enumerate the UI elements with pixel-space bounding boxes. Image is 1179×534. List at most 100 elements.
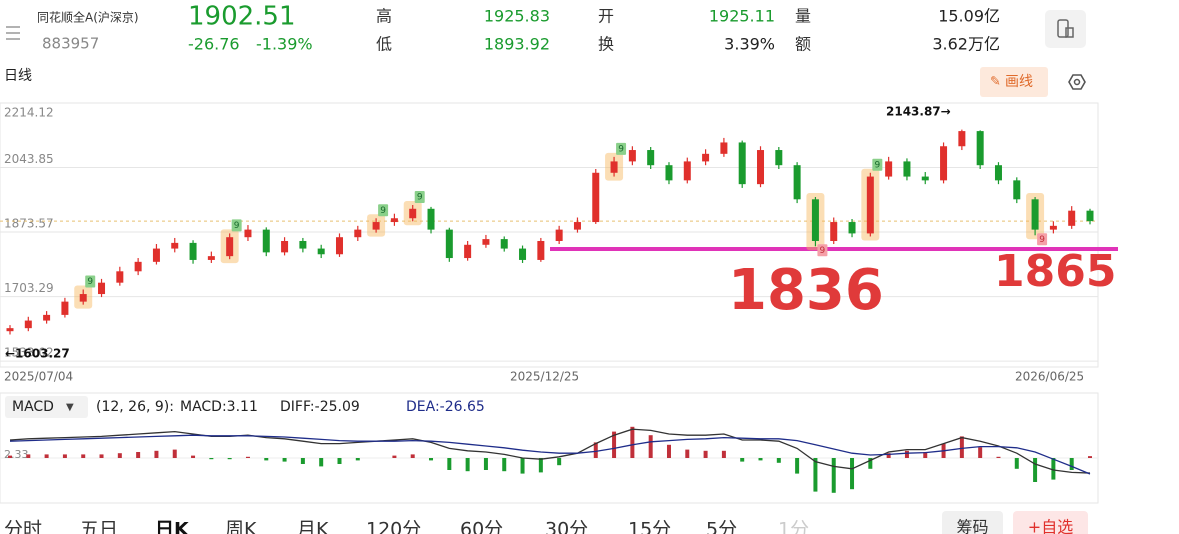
button-bg[interactable] (942, 511, 1003, 534)
draw-button-label: 画线 (1005, 74, 1033, 90)
badge (85, 275, 96, 288)
x-tick-label: 2025/12/25 (510, 370, 579, 384)
candle-body (537, 240, 545, 260)
settings-icon[interactable] (1068, 74, 1086, 90)
tab[interactable]: 周K (225, 519, 257, 534)
badge-label: 9 (417, 192, 423, 202)
candle-body (152, 248, 160, 262)
y-tick-label: 2214.12 (4, 106, 54, 120)
candle-body (464, 244, 472, 259)
badge-label: 9 (380, 206, 386, 216)
candle-body (1086, 210, 1094, 222)
annotation: 1836 (728, 258, 884, 323)
stat-value: 1925.11 (709, 7, 775, 26)
candle-body (171, 242, 179, 249)
stat-label: 量 (795, 7, 811, 26)
candle-body (811, 199, 819, 241)
macd-line (9, 434, 1091, 475)
badge (817, 244, 828, 257)
tab[interactable]: 月K (297, 519, 329, 534)
candle-body (1013, 180, 1021, 200)
candle-body (390, 218, 398, 223)
menu-icon[interactable] (6, 26, 20, 40)
tab[interactable]: 15分 (628, 519, 671, 534)
candle-body (372, 222, 380, 230)
tab[interactable]: 30分 (545, 519, 588, 534)
annotation: 1865 (994, 246, 1116, 297)
button-bg[interactable] (1013, 511, 1088, 534)
tab[interactable]: 1分 (778, 519, 809, 534)
badge-label: 9 (618, 144, 624, 154)
candle-body (244, 229, 252, 238)
candle-body (738, 142, 746, 185)
candle-body (445, 229, 453, 259)
candle-body (720, 142, 728, 154)
badge-label: 9 (874, 160, 880, 170)
layout-button[interactable] (1045, 10, 1086, 48)
svg-text:▼: ▼ (66, 402, 74, 413)
badge (378, 204, 389, 217)
button-label[interactable]: 筹码 (956, 518, 988, 534)
button-label[interactable]: +自选 (1028, 518, 1073, 534)
candle-body (683, 161, 691, 181)
candle-body (976, 131, 984, 166)
macd-readout: DEA:-26.65 (406, 399, 485, 415)
candle-body (335, 237, 343, 255)
tab[interactable]: 60分 (460, 519, 503, 534)
candle-body (592, 172, 600, 223)
badge-label: 9 (820, 246, 826, 256)
tab[interactable]: 5分 (706, 519, 737, 534)
stat-value: 1925.83 (484, 7, 550, 26)
candle-body (134, 261, 142, 272)
candle-body (299, 240, 307, 249)
macd-axis-label: 2.33 (4, 448, 29, 461)
candle-body (757, 150, 765, 185)
candle-body (994, 165, 1002, 181)
candle-body (830, 222, 838, 241)
candle-body (226, 237, 234, 257)
annotation: 2143.87→ (886, 105, 951, 119)
candle-body (482, 239, 490, 245)
candle-body (116, 271, 124, 283)
badge (414, 190, 425, 203)
candle-body (775, 150, 783, 166)
y-tick-label: 1873.57 (4, 217, 54, 231)
stock-name: 同花顺全A(沪深京) (37, 10, 139, 25)
tab[interactable]: 120分 (366, 519, 421, 534)
candle-body (793, 165, 801, 200)
badge-label: 9 (234, 221, 240, 231)
candle-body (848, 222, 856, 234)
macd-line (9, 428, 1091, 474)
svg-text:✎: ✎ (990, 75, 1001, 90)
candle-body (866, 176, 874, 234)
change-pct: -1.39% (256, 35, 313, 54)
candle-body (610, 161, 618, 173)
tab[interactable]: 日K (155, 519, 190, 534)
candle-body (61, 301, 69, 315)
stat-label: 开 (598, 7, 614, 26)
candle-body (519, 248, 527, 260)
candle-body (79, 294, 87, 302)
candle-body (24, 320, 32, 329)
tab[interactable]: 分时 (4, 519, 42, 534)
candle-body (665, 165, 673, 181)
stat-label: 低 (376, 35, 392, 54)
stock-code: 883957 (42, 35, 99, 53)
tab[interactable]: 五日 (80, 519, 118, 534)
candle-body (628, 150, 636, 162)
candle-body (1068, 210, 1076, 226)
candle-body (647, 150, 655, 166)
candle-body (317, 248, 325, 255)
macd-readout: MACD:3.11 (180, 399, 258, 415)
stat-value: 3.62万亿 (932, 35, 1000, 54)
stat-value: 15.09亿 (938, 7, 1000, 26)
candle-body (262, 229, 270, 253)
annotation: ←1603.27 (5, 347, 70, 361)
badge (231, 219, 242, 232)
badge (616, 142, 627, 155)
candle-body (903, 161, 911, 177)
macd-selector[interactable]: MACD ▼ (5, 396, 88, 418)
y-tick-label: 1703.29 (4, 281, 54, 295)
draw-button[interactable]: ✎ 画线 (980, 67, 1048, 97)
candle-body (702, 153, 710, 162)
